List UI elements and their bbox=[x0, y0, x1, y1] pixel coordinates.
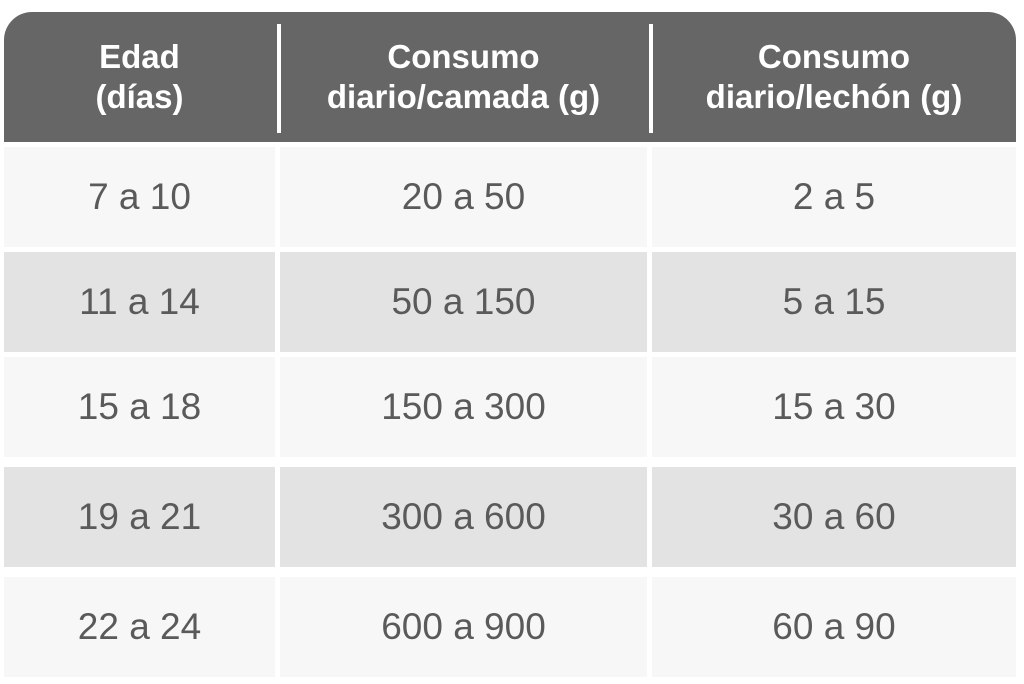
header-divider bbox=[649, 24, 653, 133]
cell-litter: 150 a 300 bbox=[280, 357, 647, 457]
cell-piglet: 30 a 60 bbox=[652, 467, 1016, 567]
cell-litter: 600 a 900 bbox=[280, 577, 647, 677]
cell-age: 22 a 24 bbox=[4, 577, 275, 677]
table-row: 22 a 24 600 a 900 60 a 90 bbox=[4, 577, 1016, 677]
header-age: Edad (días) bbox=[95, 38, 184, 115]
cell-age: 19 a 21 bbox=[4, 467, 275, 567]
header-daily-litter: Consumo diario/camada (g) bbox=[326, 38, 601, 115]
table-row: 19 a 21 300 a 600 30 a 60 bbox=[4, 467, 1016, 567]
cell-piglet: 2 a 5 bbox=[652, 147, 1016, 247]
cell-piglet: 15 a 30 bbox=[652, 357, 1016, 457]
cell-piglet: 5 a 15 bbox=[652, 252, 1016, 352]
cell-piglet: 60 a 90 bbox=[652, 577, 1016, 677]
cell-litter: 50 a 150 bbox=[280, 252, 647, 352]
table-row: 15 a 18 150 a 300 15 a 30 bbox=[4, 357, 1016, 457]
table-row: 11 a 14 50 a 150 5 a 15 bbox=[4, 252, 1016, 352]
cell-age: 11 a 14 bbox=[4, 252, 275, 352]
header-daily-piglet: Consumo diario/lechón (g) bbox=[705, 38, 963, 115]
cell-litter: 300 a 600 bbox=[280, 467, 647, 567]
cell-age: 15 a 18 bbox=[4, 357, 275, 457]
table-row: 7 a 10 20 a 50 2 a 5 bbox=[4, 147, 1016, 247]
header-divider bbox=[277, 24, 281, 133]
table-header: Edad (días) Consumo diario/camada (g) Co… bbox=[4, 12, 1016, 142]
cell-age: 7 a 10 bbox=[4, 147, 275, 247]
cell-litter: 20 a 50 bbox=[280, 147, 647, 247]
consumption-table: Edad (días) Consumo diario/camada (g) Co… bbox=[4, 12, 1016, 680]
